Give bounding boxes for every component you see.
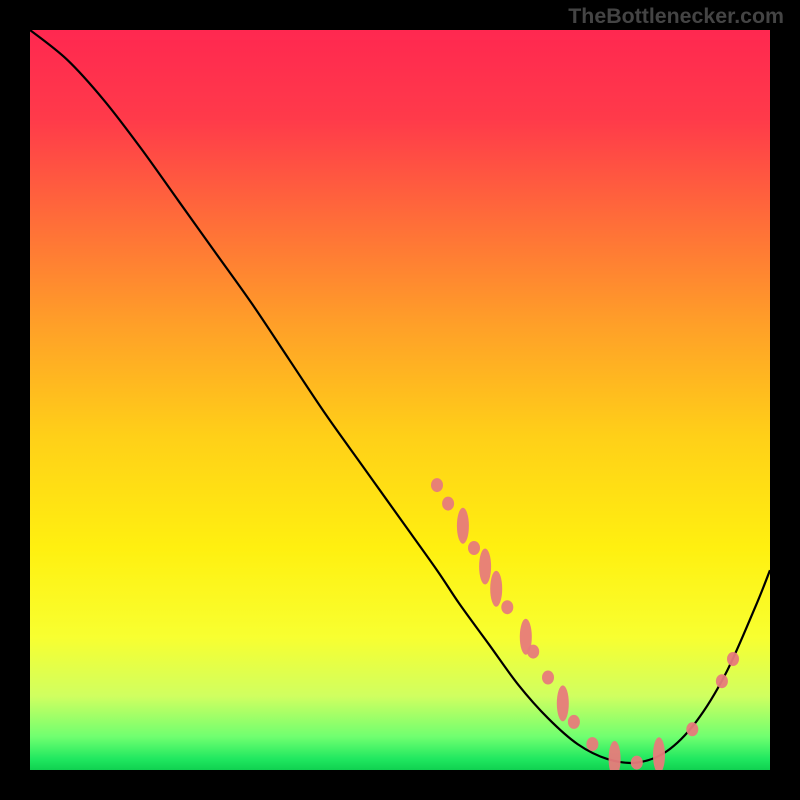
data-marker — [431, 478, 443, 492]
bottleneck-chart — [0, 0, 800, 800]
data-marker — [686, 722, 698, 736]
watermark-text: TheBottlenecker.com — [568, 4, 784, 29]
data-marker — [468, 541, 480, 555]
data-marker — [586, 737, 598, 751]
data-marker — [568, 715, 580, 729]
plot-background — [30, 30, 770, 770]
data-marker — [501, 600, 513, 614]
data-marker — [653, 737, 665, 773]
data-marker — [479, 549, 491, 585]
data-marker — [716, 674, 728, 688]
data-marker — [631, 756, 643, 770]
data-marker — [542, 671, 554, 685]
data-marker — [609, 741, 621, 777]
data-marker — [490, 571, 502, 607]
data-marker — [727, 652, 739, 666]
data-marker — [457, 508, 469, 544]
data-marker — [557, 685, 569, 721]
data-marker — [527, 645, 539, 659]
data-marker — [442, 497, 454, 511]
